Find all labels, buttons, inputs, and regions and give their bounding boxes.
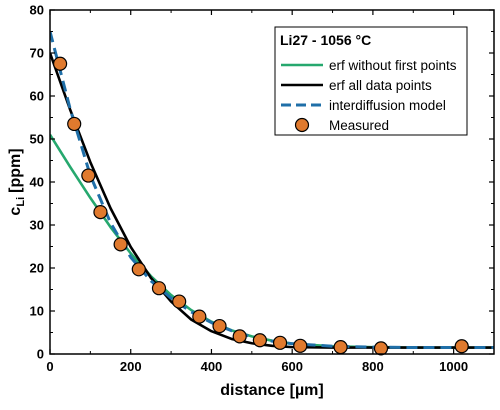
y-tick-label: 0 [37,347,44,362]
y-axis-title-main: c [7,207,24,216]
legend-label-measured: Measured [329,118,389,133]
y-axis-title: cLi [ppm] [7,148,27,215]
x-tick-label: 200 [120,359,142,374]
measured-point [172,294,187,309]
measured-point [131,262,146,277]
axis-tick-labels: 0 200 400 600 800 1000 0 10 20 30 40 50 60 70 80 [30,3,469,375]
measured-point [81,168,96,183]
measured-point [212,318,227,334]
x-tick-label: 400 [201,359,223,374]
x-tick-label: 800 [362,359,384,374]
y-tick-label: 80 [30,3,44,18]
legend-swatch-measured [294,117,310,133]
legend-items: erf without first points erf all data poi… [281,58,457,133]
measured-point [93,205,108,220]
y-tick-label: 40 [30,175,44,190]
measured-point [113,237,128,252]
measured-point [333,340,348,355]
y-tick-label: 50 [30,132,44,147]
legend: Li27 - 1056 °C erf without first pointse… [274,26,468,136]
y-axis-title-sub: Li [15,197,27,207]
measured-point [52,56,68,71]
measured-point [272,335,288,350]
measured-point [454,339,469,354]
measured-point [373,341,389,356]
x-tick-label: 600 [281,359,303,374]
measured-point [252,333,267,348]
y-tick-label: 60 [30,89,44,104]
measured-point [151,281,167,296]
y-tick-label: 10 [30,304,44,319]
interdiffusion-model-line [50,31,494,350]
y-axis-title-unit: [ppm] [7,148,24,192]
axis-ticks [49,9,494,355]
x-tick-label: 1000 [439,359,468,374]
y-tick-label: 20 [30,261,44,276]
legend-label-erf-all-data-points: erf all data points [329,78,432,93]
x-tick-label: 0 [46,359,53,374]
svg-text:cLi[ppm]: cLi [ppm] [7,148,27,215]
measured-point [67,116,82,132]
legend-label-interdiffusion-model: interdiffusion model [329,98,446,113]
legend-label-erf-without-first-points: erf without first points [329,58,457,73]
measured-point [232,329,247,344]
x-axis-title: distance [µm] [220,382,323,399]
measured-point [293,338,308,353]
legend-title: Li27 - 1056 °C [280,32,371,48]
y-tick-label: 70 [30,46,44,61]
measured-point [192,309,207,324]
plot-markers [52,56,469,356]
y-tick-label: 30 [30,218,44,233]
legend-box [274,26,468,136]
